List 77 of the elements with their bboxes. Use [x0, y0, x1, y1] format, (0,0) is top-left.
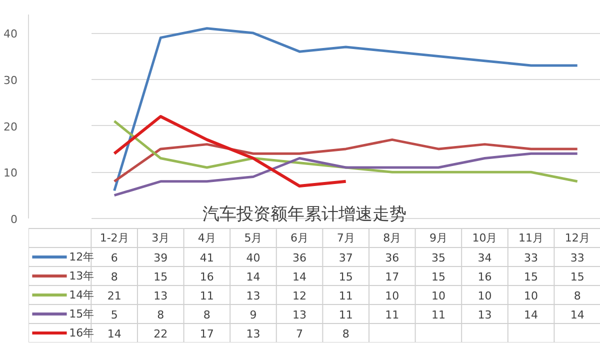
y-tick-label: 10 — [4, 166, 18, 180]
line-series — [113, 27, 579, 192]
data-label: 13 — [478, 308, 492, 322]
data-label: 15 — [431, 270, 446, 284]
data-label: 8 — [203, 308, 210, 322]
data-label: 12 — [292, 290, 307, 302]
y-tick-label: 30 — [4, 74, 18, 87]
data-label: 14 — [246, 270, 260, 284]
data-label: 11 — [431, 308, 446, 322]
y-tick-label: 0 — [10, 213, 18, 226]
legend-label: 14年 — [69, 288, 94, 302]
data-label: 35 — [431, 252, 446, 264]
line-series — [112, 115, 348, 188]
data-label: 22 — [154, 328, 168, 340]
legend-label: 12年 — [69, 250, 94, 264]
data-label: 39 — [154, 252, 168, 264]
data-label: 10 — [524, 290, 538, 302]
data-label: 15 — [570, 270, 584, 284]
data-label: 17 — [385, 270, 400, 284]
data-label: 34 — [478, 252, 492, 264]
data-label: 36 — [292, 252, 307, 264]
data-label: 11 — [200, 290, 214, 302]
data-label: 11 — [385, 308, 400, 322]
data-label: 21 — [107, 290, 122, 302]
legend-label: 16年 — [69, 326, 94, 340]
data-label: 14 — [570, 308, 584, 322]
data-label: 5 — [110, 308, 118, 322]
text: 汽车投资额年累计增速走势 — [202, 204, 406, 224]
data-label: 13 — [292, 308, 307, 322]
x-tick-label: 3月 — [152, 232, 170, 244]
data-label: 41 — [200, 252, 214, 264]
data-label: 6 — [110, 252, 118, 264]
data-label: 14 — [292, 270, 307, 284]
data-label: 36 — [385, 252, 400, 264]
data-label: 10 — [478, 290, 492, 302]
data-label: 37 — [338, 252, 353, 264]
data-label: 13 — [154, 290, 168, 302]
y-tick-label: 40 — [4, 28, 18, 41]
data-label: 8 — [342, 328, 350, 340]
data-label: 40 — [246, 252, 260, 264]
data-label: 13 — [246, 290, 260, 302]
x-tick-label: 9月 — [429, 232, 448, 244]
data-label: 10 — [385, 290, 400, 302]
data-label: 14 — [107, 328, 122, 340]
x-tick-label: 4月 — [198, 232, 216, 244]
line-series — [113, 120, 579, 183]
x-tick-label: 5月 — [244, 232, 262, 244]
data-label: 33 — [524, 252, 538, 264]
x-tick-label: 12月 — [564, 232, 590, 244]
legend-label: 13年 — [69, 270, 94, 282]
data-label: 13 — [246, 328, 260, 340]
x-tick-label: 1-2月 — [100, 232, 129, 244]
data-label: 11 — [338, 290, 353, 302]
data-label: 17 — [200, 328, 214, 340]
data-label: 7 — [296, 328, 304, 340]
x-tick-label: 11月 — [518, 232, 544, 244]
data-label: 15 — [154, 270, 168, 284]
data-label: 8 — [157, 308, 164, 322]
line-series — [113, 152, 579, 197]
x-tick-label: 6月 — [290, 232, 309, 244]
data-label: 8 — [110, 270, 118, 284]
data-label: 16 — [478, 270, 492, 284]
data-label: 33 — [570, 252, 584, 264]
data-label: 15 — [524, 270, 538, 284]
x-tick-label: 7月 — [336, 232, 355, 244]
data-label: 10 — [431, 290, 446, 302]
line-series — [113, 138, 579, 183]
data-label: 11 — [338, 308, 353, 322]
legend-label: 15年 — [69, 308, 94, 320]
x-tick-label: 10月 — [472, 232, 498, 244]
y-tick-label: 20 — [4, 120, 18, 134]
data-label: 14 — [524, 308, 538, 322]
x-tick-label: 8月 — [383, 232, 402, 244]
data-label: 8 — [574, 290, 581, 302]
data-label: 9 — [250, 308, 257, 322]
data-label: 16 — [200, 270, 214, 284]
data-label: 15 — [338, 270, 353, 284]
